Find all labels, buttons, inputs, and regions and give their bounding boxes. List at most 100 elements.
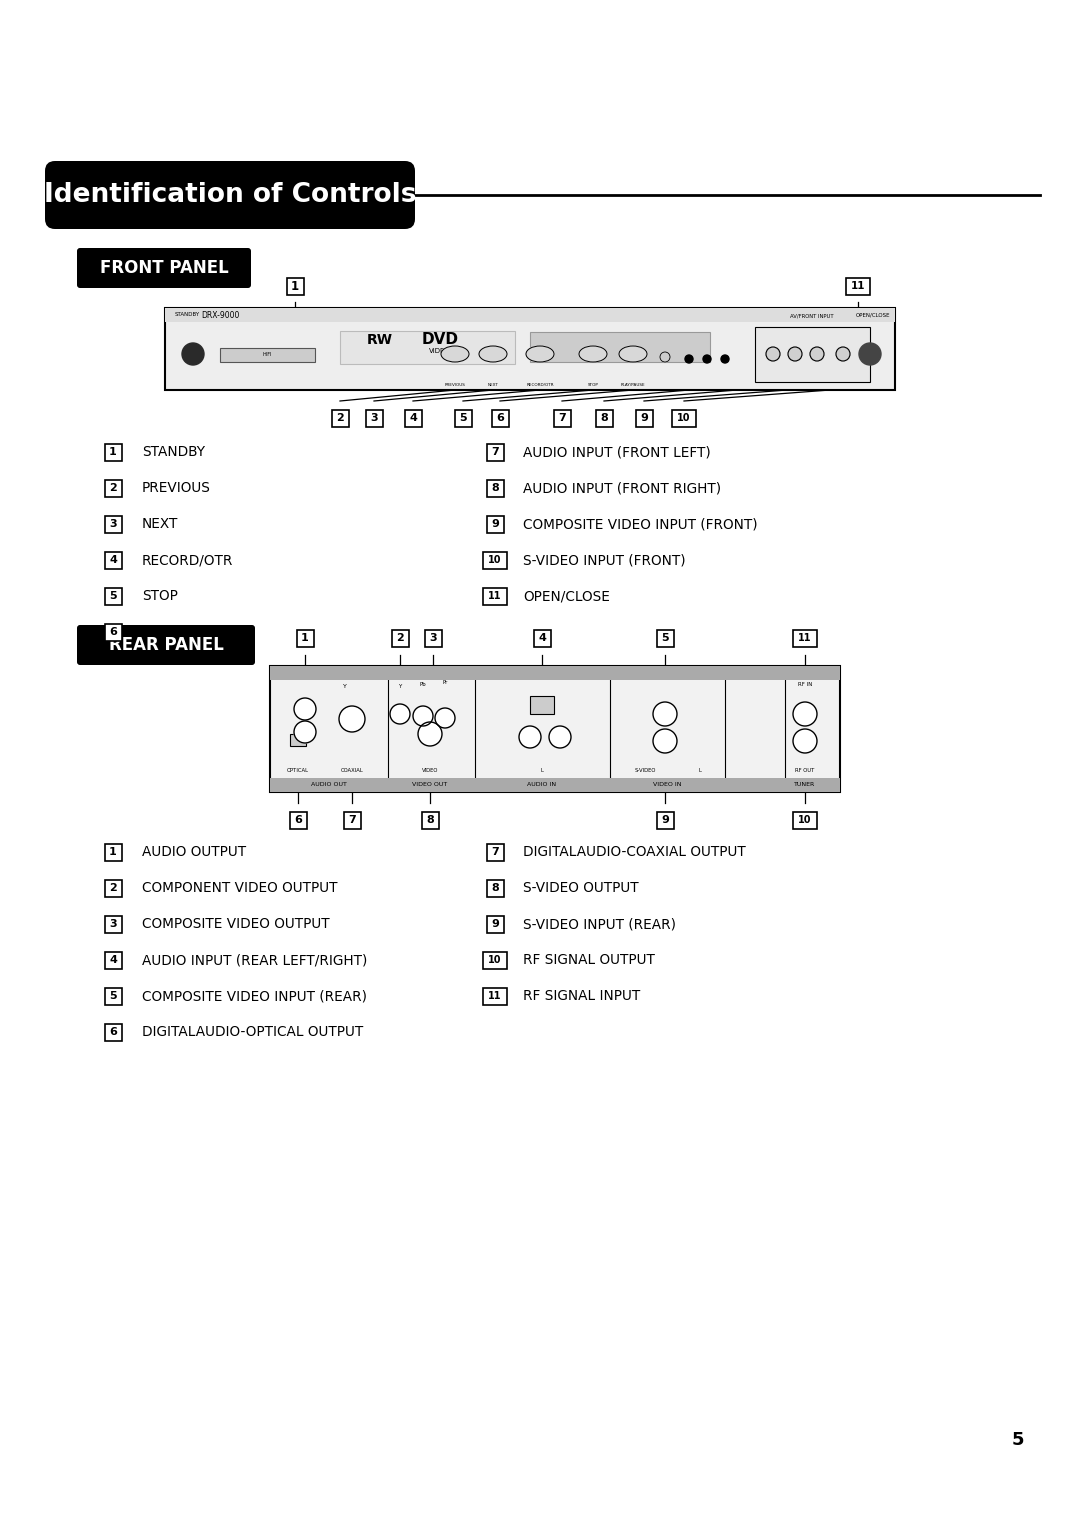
FancyBboxPatch shape [483,552,507,568]
FancyBboxPatch shape [405,410,421,426]
Text: NEXT: NEXT [141,516,178,532]
Text: S-VIDEO INPUT (FRONT): S-VIDEO INPUT (FRONT) [523,553,686,567]
Text: L: L [699,767,701,773]
Circle shape [339,706,365,732]
FancyBboxPatch shape [105,515,121,532]
FancyBboxPatch shape [105,1024,121,1041]
Text: RF SIGNAL INPUT: RF SIGNAL INPUT [523,989,640,1002]
Text: 2: 2 [396,633,404,643]
Text: 7: 7 [558,413,566,423]
FancyBboxPatch shape [421,811,438,828]
FancyBboxPatch shape [657,630,674,646]
Circle shape [519,726,541,749]
Text: S-VIDEO INPUT (REAR): S-VIDEO INPUT (REAR) [523,917,676,931]
FancyBboxPatch shape [105,915,121,932]
Text: DRX-9000: DRX-9000 [201,310,239,319]
Text: 1: 1 [291,280,299,292]
Bar [220,348,315,362]
Circle shape [836,347,850,361]
Circle shape [294,698,316,720]
Bar [270,666,840,680]
Text: STANDBY: STANDBY [175,313,200,318]
FancyBboxPatch shape [486,843,503,860]
FancyBboxPatch shape [105,552,121,568]
Text: 10: 10 [488,555,502,565]
Ellipse shape [619,345,647,362]
Bar [165,309,895,322]
Text: DIGITALAUDIO-OPTICAL OUTPUT: DIGITALAUDIO-OPTICAL OUTPUT [141,1025,363,1039]
FancyBboxPatch shape [105,880,121,897]
Ellipse shape [526,345,554,362]
Text: COMPONENT VIDEO OUTPUT: COMPONENT VIDEO OUTPUT [141,882,337,895]
Text: 1: 1 [109,847,117,857]
FancyBboxPatch shape [491,410,509,426]
Text: 5: 5 [661,633,669,643]
Text: OPEN/CLOSE: OPEN/CLOSE [855,313,890,318]
FancyBboxPatch shape [105,952,121,969]
FancyBboxPatch shape [343,811,361,828]
Text: RF SIGNAL OUTPUT: RF SIGNAL OUTPUT [523,953,654,967]
Circle shape [183,342,204,365]
Text: COMPOSITE VIDEO INPUT (FRONT): COMPOSITE VIDEO INPUT (FRONT) [523,516,758,532]
Text: STOP: STOP [141,588,178,604]
Text: 2: 2 [109,483,117,494]
FancyBboxPatch shape [595,410,612,426]
Circle shape [793,729,816,753]
Text: 8: 8 [491,483,499,494]
Circle shape [810,347,824,361]
Text: 9: 9 [491,918,499,929]
FancyBboxPatch shape [486,915,503,932]
Bar [291,733,306,746]
Text: PREVIOUS: PREVIOUS [141,481,211,495]
Text: 6: 6 [294,814,302,825]
FancyBboxPatch shape [365,410,382,426]
Text: Pb: Pb [420,681,427,686]
Text: DVD: DVD [421,332,459,347]
FancyBboxPatch shape [455,410,472,426]
Text: L: L [541,767,543,773]
Text: Pr: Pr [443,680,448,685]
Text: RECORD/OTR: RECORD/OTR [141,553,233,567]
Circle shape [294,721,316,743]
Text: 10: 10 [488,955,502,966]
Text: 6: 6 [109,1027,117,1038]
Text: AUDIO INPUT (REAR LEFT/RIGHT): AUDIO INPUT (REAR LEFT/RIGHT) [141,953,367,967]
Text: 6: 6 [109,626,117,637]
FancyBboxPatch shape [105,843,121,860]
Circle shape [788,347,802,361]
FancyBboxPatch shape [635,410,652,426]
FancyBboxPatch shape [424,630,442,646]
Text: S-VIDEO OUTPUT: S-VIDEO OUTPUT [523,882,638,895]
FancyBboxPatch shape [657,811,674,828]
Text: 2: 2 [109,883,117,892]
Text: PREVIOUS: PREVIOUS [445,384,465,387]
Text: 9: 9 [640,413,648,423]
Bar [530,332,710,362]
Text: PLAY/PAUSE: PLAY/PAUSE [621,384,646,387]
Text: 11: 11 [798,633,812,643]
Text: FRONT PANEL: FRONT PANEL [99,260,228,277]
FancyBboxPatch shape [534,630,551,646]
Text: AUDIO INPUT (FRONT LEFT): AUDIO INPUT (FRONT LEFT) [523,445,711,458]
Text: COAXIAL: COAXIAL [340,767,363,773]
Text: 9: 9 [491,520,499,529]
Text: VIDEO OUT: VIDEO OUT [413,782,447,787]
Circle shape [653,701,677,726]
Circle shape [435,707,455,727]
Text: 11: 11 [851,281,865,290]
Text: PLAY/PAUSE: PLAY/PAUSE [141,625,224,639]
FancyBboxPatch shape [105,987,121,1004]
Circle shape [859,342,881,365]
Text: Y: Y [399,683,402,689]
Text: REAR PANEL: REAR PANEL [109,636,224,654]
FancyBboxPatch shape [554,410,570,426]
Bar [340,332,515,364]
Text: 4: 4 [538,633,545,643]
FancyBboxPatch shape [846,278,869,295]
Bar [270,778,840,792]
Text: S-VIDEO: S-VIDEO [634,767,656,773]
FancyBboxPatch shape [77,625,255,665]
Text: 3: 3 [429,633,436,643]
FancyBboxPatch shape [297,630,313,646]
Text: 7: 7 [491,847,499,857]
